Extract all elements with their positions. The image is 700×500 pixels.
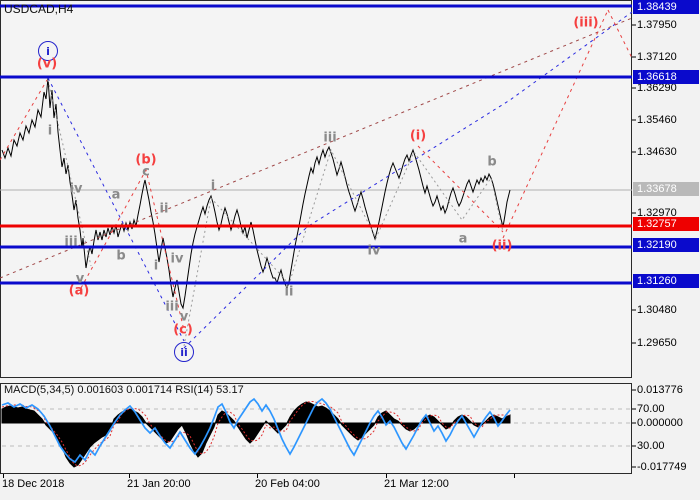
wave-label: (b) bbox=[135, 152, 157, 168]
wave-label: iii bbox=[64, 234, 78, 250]
price-level-badge: 1.33678 bbox=[633, 182, 699, 196]
wave-label: iv bbox=[367, 243, 381, 259]
price-series bbox=[1, 77, 511, 310]
wave-label: ii bbox=[159, 201, 169, 217]
wave-label: i bbox=[210, 178, 216, 194]
price-level-badge: 1.31260 bbox=[633, 274, 699, 288]
trend-line[interactable] bbox=[417, 145, 504, 233]
wave-label-circled: ii bbox=[174, 342, 194, 362]
trend-line[interactable] bbox=[80, 168, 184, 327]
time-axis-label: 18 Dec 2018 bbox=[2, 478, 65, 490]
price-tick-label: 1.32970 bbox=[637, 207, 677, 219]
macd-signal-line bbox=[1, 401, 510, 467]
wave-label: i bbox=[153, 258, 159, 274]
wave-label: (ii) bbox=[491, 238, 513, 254]
time-axis-label: 20 Feb 04:00 bbox=[255, 478, 320, 490]
wave-label: v bbox=[179, 309, 189, 325]
price-tick-label: 1.35460 bbox=[637, 114, 677, 126]
time-axis-label: 21 Mar 12:00 bbox=[384, 478, 449, 490]
price-level-badge: 1.32757 bbox=[633, 217, 699, 231]
trend-line[interactable] bbox=[183, 11, 633, 349]
wave-label: (iii) bbox=[573, 15, 599, 31]
price-chart-panel[interactable] bbox=[0, 0, 632, 378]
price-tick-label: 1.34630 bbox=[637, 146, 677, 158]
wave-label: ii bbox=[284, 284, 294, 300]
trend-line[interactable] bbox=[0, 17, 633, 279]
price-level-badge: 1.38439 bbox=[633, 0, 699, 14]
rsi-line bbox=[1, 397, 511, 464]
trend-line[interactable] bbox=[607, 9, 633, 59]
wave-label: b bbox=[116, 248, 126, 264]
trend-line[interactable] bbox=[47, 77, 185, 342]
macd-tick-label: 0.013776 bbox=[637, 384, 683, 396]
macd-tick-label: 30.00 bbox=[637, 440, 665, 452]
wave-label: iii bbox=[323, 130, 337, 146]
macd-tick-label: 70.00 bbox=[637, 403, 665, 415]
price-tick-label: 1.30480 bbox=[637, 304, 677, 316]
price-level-badge: 1.36618 bbox=[633, 70, 699, 84]
wave-label: iii bbox=[165, 299, 179, 315]
symbol-title: USDCAD,H4 bbox=[4, 2, 74, 16]
wave-label: iv bbox=[170, 251, 184, 267]
wave-label: (c) bbox=[173, 322, 193, 338]
wave-label: c bbox=[142, 164, 150, 180]
price-level-badge: 1.32190 bbox=[633, 238, 699, 252]
wave-label: (v) bbox=[36, 56, 58, 72]
wave-label: iv bbox=[69, 181, 83, 197]
wave-label: (a) bbox=[68, 283, 90, 299]
wave-label: i bbox=[47, 123, 53, 139]
wave-label: b bbox=[487, 154, 497, 170]
macd-tick-label: 0.000000 bbox=[637, 417, 683, 429]
wave-label: a bbox=[111, 187, 121, 203]
indicator-values-label: MACD(5,34,5) 0.001603 0.001714 RSI(14) 5… bbox=[4, 384, 244, 396]
trend-line[interactable] bbox=[0, 79, 48, 161]
wave-label: (i) bbox=[409, 128, 427, 144]
price-tick-label: 1.36290 bbox=[637, 82, 677, 94]
wave-connector-line[interactable] bbox=[183, 148, 504, 347]
time-axis-label: 21 Jan 20:00 bbox=[127, 478, 191, 490]
wave-label: v bbox=[75, 271, 85, 287]
macd-tick-label: -0.017749 bbox=[637, 461, 687, 473]
wave-connector-line[interactable] bbox=[47, 79, 92, 267]
price-tick-label: 1.37120 bbox=[637, 51, 677, 63]
price-tick-label: 1.29650 bbox=[637, 337, 677, 349]
wave-label-circled: i bbox=[38, 41, 58, 61]
price-tick-label: 1.37950 bbox=[637, 19, 677, 31]
wave-label: a bbox=[458, 231, 468, 247]
